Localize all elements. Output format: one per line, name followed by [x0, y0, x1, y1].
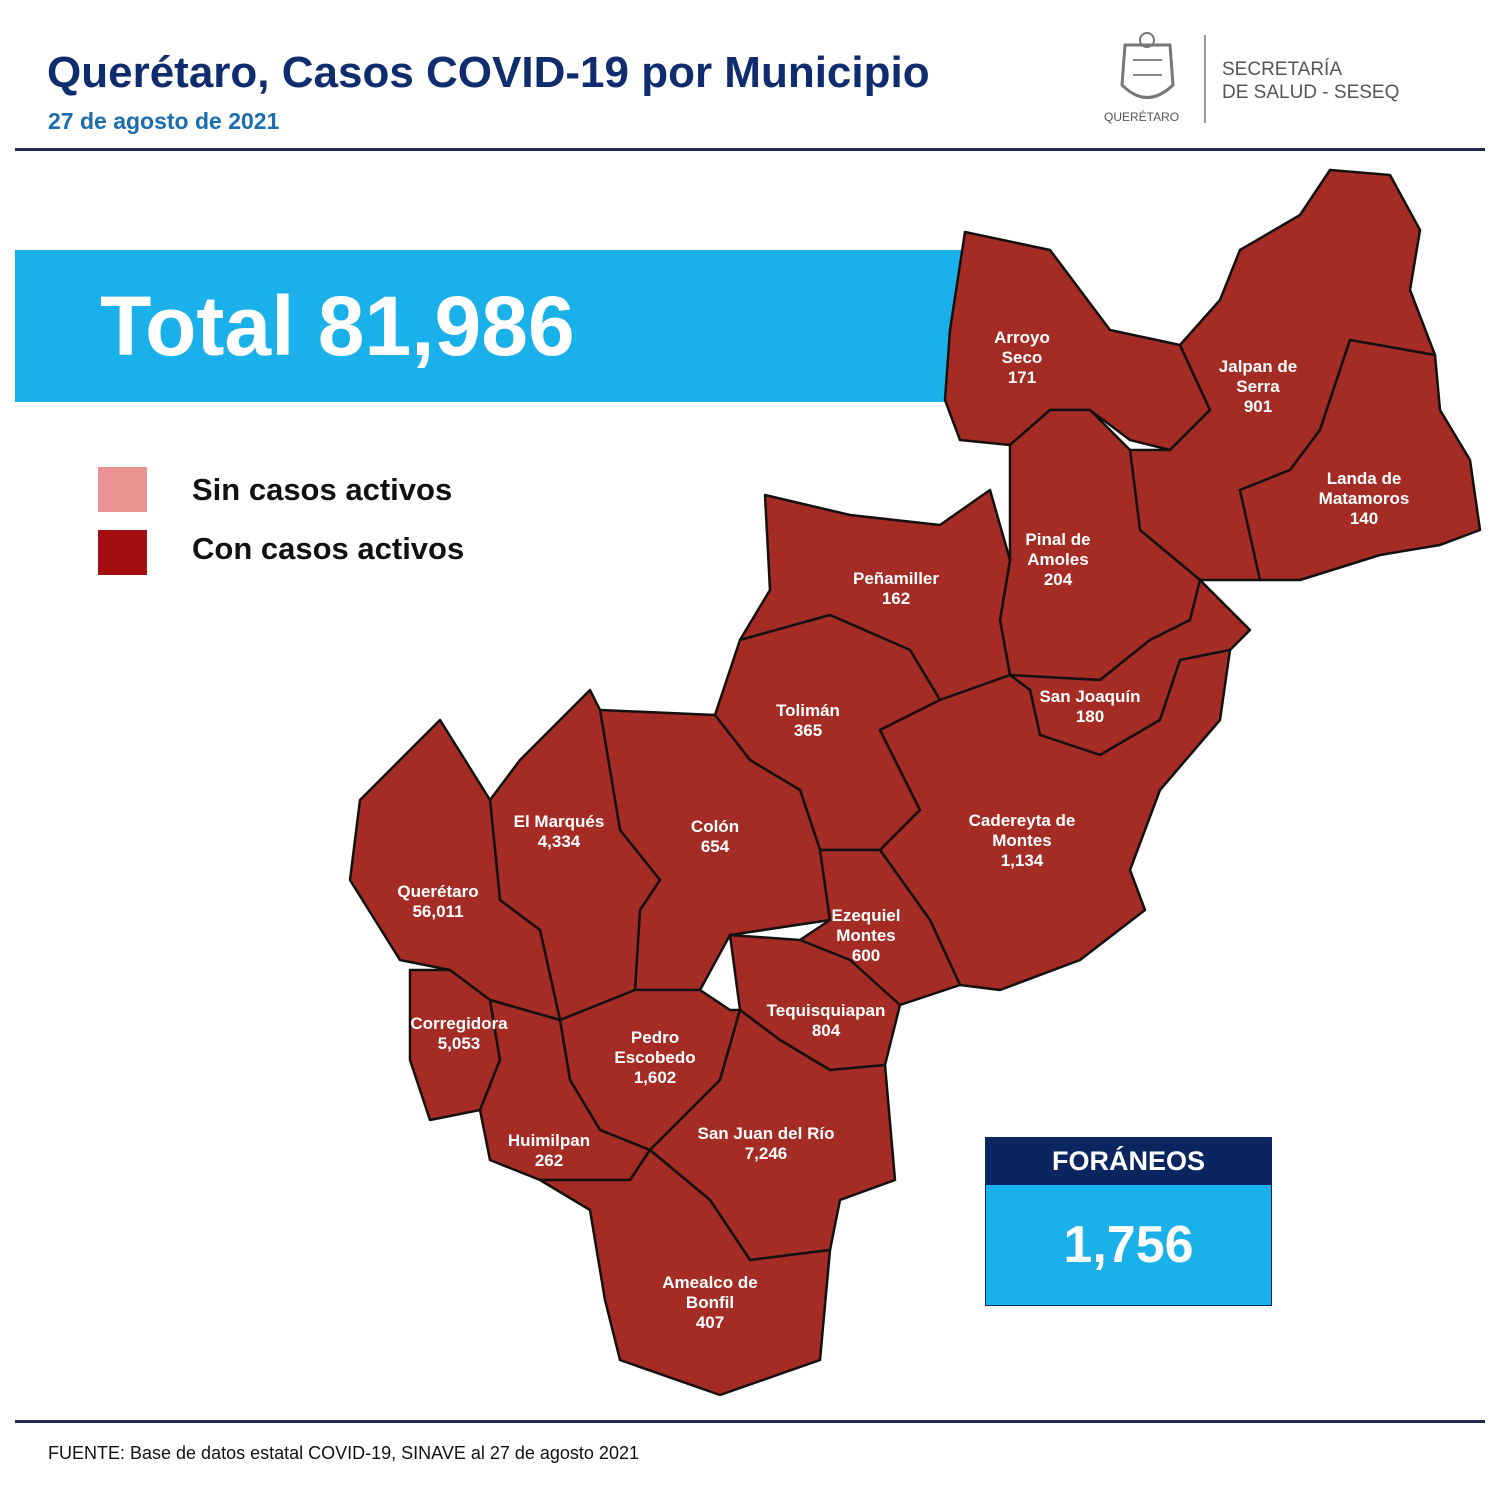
municipality-cases: 7,246 — [745, 1144, 788, 1163]
organization-name: SECRETARÍA DE SALUD - SESEQ — [1222, 58, 1399, 104]
org-line: SECRETARÍA — [1222, 59, 1343, 80]
org-line: DE SALUD - SESEQ — [1222, 82, 1400, 103]
municipality-arroyo-seco — [943, 230, 1212, 452]
municipality-cases: 1,134 — [1001, 851, 1044, 870]
municipality-name: Ezequiel — [832, 906, 901, 925]
municipality-name: Amoles — [1027, 550, 1088, 569]
municipality-huimilpan — [478, 998, 652, 1182]
municipality-cases: 600 — [852, 946, 880, 965]
municipality-cases: 56,011 — [412, 902, 463, 921]
municipality-name: Peñamiller — [853, 569, 939, 588]
municipality-name: Cadereyta de — [969, 811, 1076, 830]
municipality-name: Tolimán — [776, 701, 840, 720]
state-coat-of-arms-logo — [1120, 32, 1175, 99]
total-banner: Total 81,986 — [15, 250, 965, 402]
municipality-amealco-de-bonfil — [538, 1148, 832, 1397]
page-title: Querétaro, Casos COVID-19 por Municipio — [47, 48, 930, 97]
municipality-name: Arroyo — [994, 328, 1050, 347]
legend-label: Sin casos activos — [192, 472, 453, 507]
total-cases: Total 81,986 — [100, 279, 575, 373]
municipality-cases: 654 — [701, 837, 730, 856]
municipality-name: Amealco de — [662, 1273, 757, 1292]
municipality-cases: 162 — [882, 589, 910, 608]
report-date: 27 de agosto de 2021 — [48, 108, 280, 134]
municipality-name: Matamoros — [1319, 489, 1410, 508]
municipality-name: Huimilpan — [508, 1131, 590, 1150]
foraneos-header: FORÁNEOS — [985, 1137, 1272, 1185]
municipality-cases: 1,602 — [634, 1068, 677, 1087]
municipality-cases: 4,334 — [538, 832, 581, 851]
municipality-cases: 365 — [794, 721, 822, 740]
municipality-name: Querétaro — [397, 882, 478, 901]
municipality-name: El Marqués — [514, 812, 605, 831]
municipality-cases: 901 — [1244, 397, 1272, 416]
municipality-cases: 204 — [1044, 570, 1073, 589]
municipality-name: San Joaquín — [1039, 687, 1140, 706]
municipality-name: Tequisquiapan — [767, 1001, 886, 1020]
header-rule — [15, 148, 1485, 151]
municipality-name: Montes — [992, 831, 1052, 850]
municipality-name: Pedro — [631, 1028, 679, 1047]
legend-label: Con casos activos — [192, 531, 465, 566]
municipality-name: Serra — [1236, 377, 1280, 396]
municipality-name: Landa de — [1327, 469, 1402, 488]
municipality-name: Escobedo — [614, 1048, 695, 1067]
municipality-name: Seco — [1002, 348, 1043, 367]
municipality-name: San Juan del Río — [698, 1124, 835, 1143]
municipality-name: Montes — [836, 926, 896, 945]
municipality-cases: 140 — [1350, 509, 1378, 528]
municipality-cases: 171 — [1008, 368, 1036, 387]
legend-swatch-inactive — [98, 467, 147, 512]
legend-swatch-active — [98, 530, 147, 575]
municipality-landa-de-matamoros — [1238, 338, 1482, 582]
municipality-cases: 407 — [696, 1313, 724, 1332]
foraneos-value: 1,756 — [985, 1185, 1272, 1306]
logo-text: QUERÉTARO — [1104, 110, 1180, 124]
divider — [1204, 35, 1206, 123]
municipality-name: Jalpan de — [1219, 357, 1297, 376]
municipality-cases: 5,053 — [438, 1034, 481, 1053]
municipality-cases: 262 — [535, 1151, 563, 1170]
municipality-cases: 804 — [812, 1021, 841, 1040]
footer-rule — [15, 1420, 1485, 1423]
municipality-name: Colón — [691, 817, 739, 836]
source-note: FUENTE: Base de datos estatal COVID-19, … — [48, 1443, 639, 1463]
municipality-name: Bonfil — [686, 1293, 734, 1312]
municipality-name: Corregidora — [410, 1014, 508, 1033]
municipality-name: Pinal de — [1025, 530, 1090, 549]
municipality-cases: 180 — [1076, 707, 1104, 726]
